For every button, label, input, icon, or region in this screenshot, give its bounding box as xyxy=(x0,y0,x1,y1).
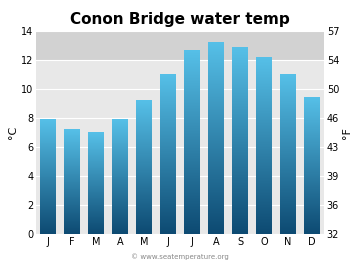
Text: © www.seatemperature.org: © www.seatemperature.org xyxy=(131,253,229,260)
Bar xyxy=(36,31,324,60)
Title: Conon Bridge water temp: Conon Bridge water temp xyxy=(70,12,290,27)
Y-axis label: °C: °C xyxy=(8,126,18,139)
Y-axis label: °F: °F xyxy=(342,127,352,139)
